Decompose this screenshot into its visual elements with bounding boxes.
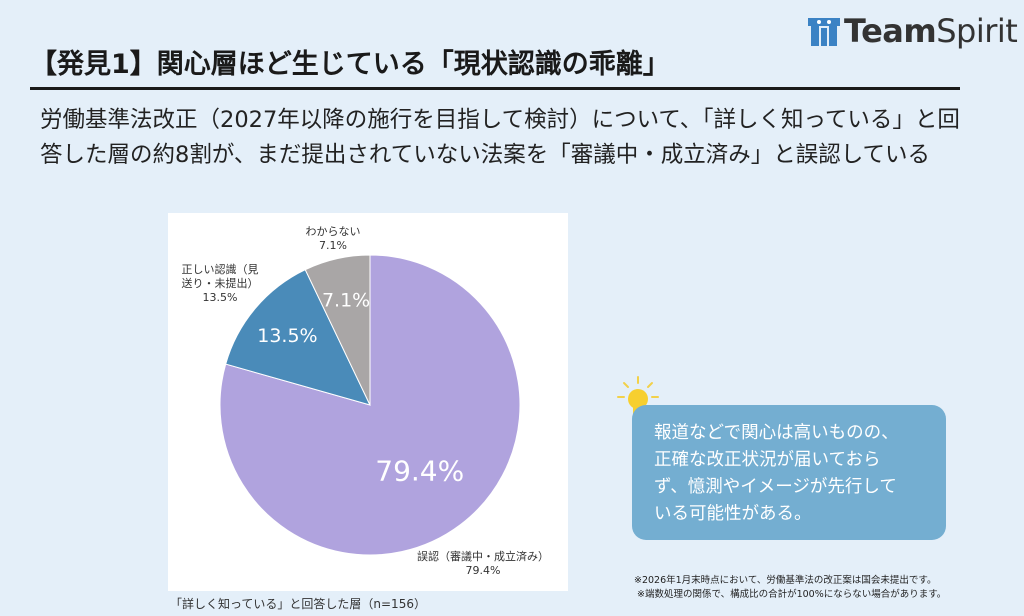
logo-text-light: Spirit bbox=[936, 12, 1018, 50]
pie-chart: 79.4% 13.5%7.1% bbox=[219, 254, 521, 556]
label-unknown-name: わからない bbox=[305, 225, 361, 238]
callout-line: 正確な改正状況が届いておら bbox=[654, 450, 881, 470]
slice-data-label: 79.4% bbox=[375, 455, 464, 488]
slice-data-label: 7.1% bbox=[322, 289, 370, 311]
footnote: ※端数処理の関係で、構成比の合計が100%にならない場合があります。 bbox=[637, 589, 947, 600]
callout-line: 報道などで関心は高いものの、 bbox=[654, 423, 899, 443]
logo-text-bold: Team bbox=[844, 12, 937, 50]
callout-line: いる可能性がある。 bbox=[654, 504, 812, 524]
chart-caption: 「詳しく知っている」と回答した層（n=156） bbox=[170, 597, 426, 611]
logo-icon bbox=[808, 18, 840, 46]
chart-panel: 79.4% 13.5% 7.1% わからない 7.1% 正しい認識（見 送り・未提出… bbox=[168, 213, 568, 591]
label-misperception-name: 誤認（審議中・成立済み） bbox=[417, 550, 549, 563]
label-correct-name2: 送り・未提出） bbox=[181, 277, 259, 290]
slice-data-label: 13.5% bbox=[257, 325, 317, 347]
footnotes: ※2026年1月末時点において、労働基準法の改正案は国会未提出です。 ※端数処理… bbox=[634, 574, 946, 602]
label-correct-name1: 正しい認識（見 bbox=[181, 263, 259, 276]
label-unknown: わからない 7.1% bbox=[268, 225, 398, 253]
label-correct-value: 13.5% bbox=[202, 291, 238, 304]
page-title: 【発見1】関心層ほど生じている「現状認識の乖離」 bbox=[30, 49, 670, 80]
pie-slice bbox=[225, 269, 371, 406]
pie-slice bbox=[219, 254, 521, 556]
footnote: ※2026年1月末時点において、労働基準法の改正案は国会未提出です。 bbox=[634, 575, 937, 586]
lead-text: 労働基準法改正（2027年以降の施行を目指して検討）について、「詳しく知っている… bbox=[40, 107, 960, 168]
label-correct: 正しい認識（見 送り・未提出） 13.5% bbox=[170, 263, 270, 305]
callout-line: ず、憶測やイメージが先行して bbox=[654, 477, 897, 497]
insight-callout: 報道などで関心は高いものの、 正確な改正状況が届いておら ず、憶測やイメージが先… bbox=[632, 405, 946, 540]
title-divider bbox=[30, 87, 960, 90]
label-misperception: 誤認（審議中・成立済み） 79.4% bbox=[398, 550, 568, 578]
label-unknown-value: 7.1% bbox=[319, 239, 347, 252]
label-misperception-value: 79.4% bbox=[465, 564, 501, 577]
teamspirit-logo: TeamSpirit bbox=[808, 12, 1018, 50]
pie-slice bbox=[304, 254, 371, 406]
